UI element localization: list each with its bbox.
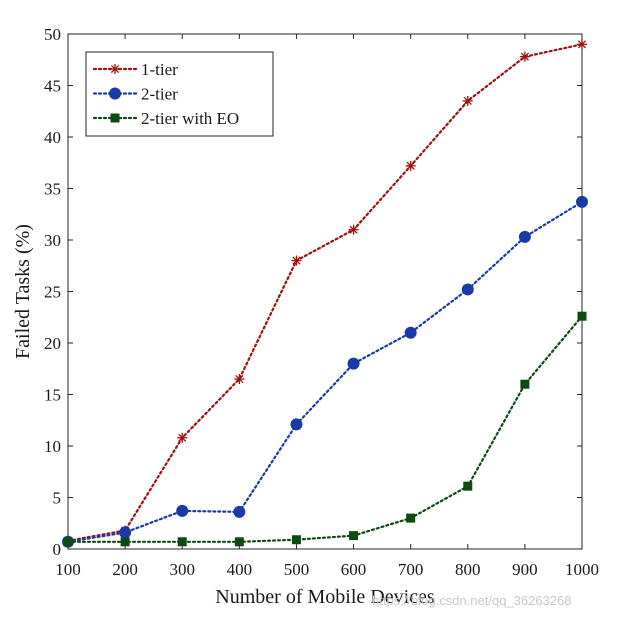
legend-label: 2-tier with EO	[141, 109, 239, 128]
data-point-series-3	[120, 537, 130, 547]
x-tick-label: 900	[512, 560, 538, 579]
data-point-series-2	[119, 526, 132, 539]
x-tick-label: 100	[55, 560, 81, 579]
y-tick-label: 15	[44, 386, 61, 405]
data-point-series-1	[177, 432, 188, 443]
series-line-2	[66, 200, 584, 543]
data-point-series-2	[347, 357, 360, 370]
y-tick-label: 5	[53, 489, 62, 508]
data-point-series-2	[576, 195, 588, 208]
legend-label: 1-tier	[141, 60, 178, 79]
data-point-series-3	[234, 537, 244, 547]
y-axis-title: Failed Tasks (%)	[12, 224, 34, 359]
y-tick-label: 50	[44, 25, 61, 44]
data-point-series-3	[406, 513, 416, 523]
data-point-series-1	[348, 224, 359, 235]
y-tick-label: 0	[53, 540, 62, 559]
data-point-series-2	[176, 504, 189, 517]
y-tick-label: 10	[44, 437, 61, 456]
watermark: https://blog.csdn.net/qq_36263268	[372, 593, 572, 608]
y-tick-label: 25	[44, 283, 61, 302]
data-point-series-3	[177, 537, 187, 547]
data-point-series-1	[462, 95, 473, 106]
x-tick-label: 300	[169, 560, 195, 579]
data-point-series-3	[349, 531, 359, 541]
y-tick-label: 40	[44, 128, 61, 147]
x-tick-label: 800	[455, 560, 481, 579]
data-point-series-2	[518, 230, 531, 243]
series-line-1	[66, 43, 584, 542]
data-point-series-1	[577, 39, 587, 50]
data-point-series-2	[404, 326, 417, 339]
data-point-series-2	[461, 283, 474, 296]
y-tick-label: 45	[44, 77, 61, 96]
data-point-series-1	[519, 51, 530, 62]
data-point-series-1	[291, 255, 302, 266]
data-point-series-3	[291, 535, 301, 545]
data-point-series-3	[463, 481, 473, 491]
legend-marker	[110, 113, 120, 123]
x-tick-label: 1000	[565, 560, 599, 579]
legend-marker	[110, 64, 120, 74]
data-point-series-1	[405, 160, 416, 171]
x-tick-label: 400	[227, 560, 253, 579]
x-tick-label: 200	[112, 560, 138, 579]
y-tick-label: 30	[44, 231, 61, 250]
y-tick-label: 35	[44, 180, 61, 199]
x-tick-label: 500	[284, 560, 310, 579]
data-point-series-3	[63, 537, 73, 547]
data-point-series-3	[520, 379, 530, 389]
series-line-3	[66, 315, 584, 543]
plot-area: 100 200 300 400 500 600 700 800 900 1000 0 5 10 15 20 2…	[44, 25, 599, 579]
y-tick-label: 20	[44, 334, 61, 353]
data-point-series-2	[233, 505, 246, 518]
x-axis-title: Number of Mobile Devices	[215, 586, 435, 608]
legend-label: 2-tier	[141, 85, 178, 104]
legend-marker	[109, 87, 121, 100]
data-point-series-2	[290, 418, 303, 431]
legend: 1-tier 2-tier 2-tier with EO	[85, 51, 274, 137]
data-point-series-3	[577, 311, 587, 321]
data-point-series-1	[234, 374, 245, 385]
x-tick-label: 700	[398, 560, 424, 579]
x-tick-label: 600	[341, 560, 367, 579]
